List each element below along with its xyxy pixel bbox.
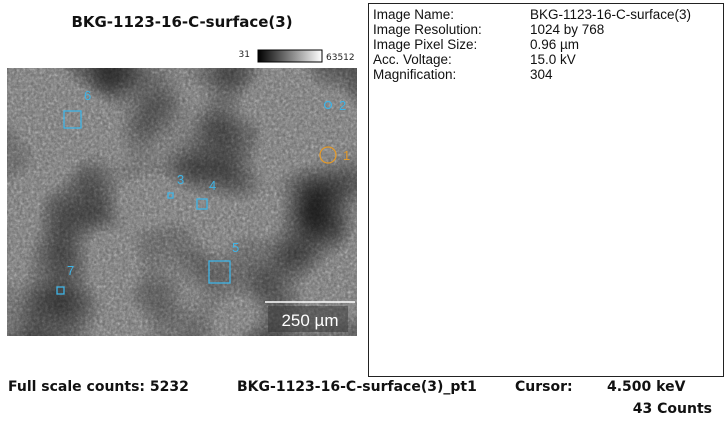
colorbar-max: 63512 <box>326 53 355 63</box>
full-scale: Full scale counts: 5232 <box>8 379 189 395</box>
sem-image: 250 µm <box>7 68 357 336</box>
colorbar-min: 31 <box>239 50 250 60</box>
info-value: 304 <box>530 67 553 82</box>
info-value: 1024 by 768 <box>530 22 604 37</box>
info-value: 15.0 kV <box>530 52 576 67</box>
spectrum-name: BKG-1123-16-C-surface(3)_pt1 <box>237 379 477 395</box>
colorbar <box>257 49 323 63</box>
marker-box <box>63 110 82 129</box>
marker-box <box>167 192 174 199</box>
info-value: 0.96 µm <box>530 37 579 52</box>
marker-label: 3 <box>177 172 184 187</box>
marker-box <box>56 286 65 295</box>
image-title: BKG-1123-16-C-surface(3) <box>71 13 292 31</box>
cursor-counts: 43 Counts <box>633 401 712 417</box>
marker-label: 2 <box>339 98 346 113</box>
info-label: Image Name: <box>373 7 454 22</box>
marker-circle <box>323 100 333 110</box>
cursor-label: Cursor: <box>515 379 573 395</box>
marker-label: 5 <box>232 240 239 255</box>
marker-label: 1 <box>343 148 350 163</box>
info-label: Acc. Voltage: <box>373 52 452 67</box>
info-value: BKG-1123-16-C-surface(3) <box>530 7 691 22</box>
info-box <box>368 3 724 377</box>
marker-circle <box>319 146 337 164</box>
info-label: Image Pixel Size: <box>373 37 477 52</box>
marker-box <box>208 260 231 284</box>
scale-label: 250 µm <box>281 311 338 330</box>
cursor-energy: 4.500 keV <box>607 379 686 395</box>
marker-label: 6 <box>84 88 91 103</box>
marker-label: 4 <box>209 178 216 193</box>
info-label: Image Resolution: <box>373 22 482 37</box>
info-label: Magnification: <box>373 67 456 82</box>
marker-box <box>196 198 208 210</box>
marker-label: 7 <box>67 263 74 278</box>
